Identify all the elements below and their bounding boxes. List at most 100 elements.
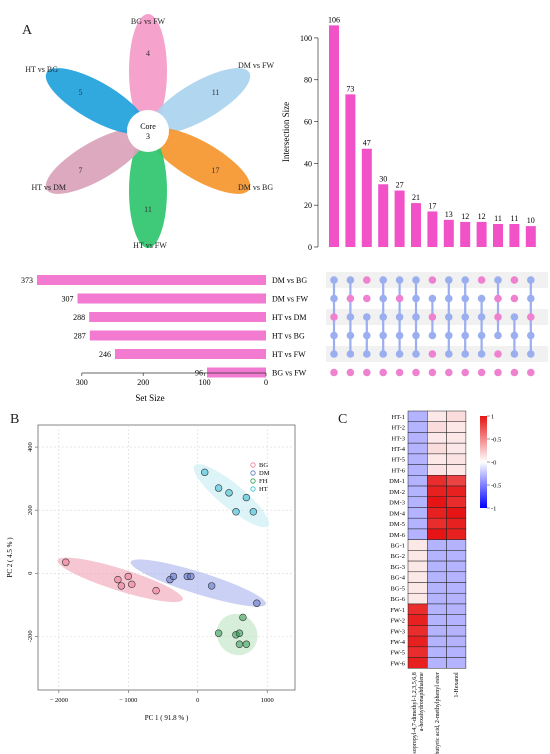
matrix-dot [461, 276, 470, 284]
matrix-dot [330, 368, 338, 377]
heatmap-cell [427, 453, 447, 465]
heatmap-cell [407, 475, 428, 487]
heatmap-cell [427, 464, 447, 476]
matrix-dot [346, 276, 355, 284]
heatmap-cell [427, 571, 447, 583]
y-axis-title: Intersection Size [281, 102, 291, 162]
data-point-fh [214, 629, 223, 637]
heatmap-cell [446, 560, 467, 573]
matrix-dot [363, 350, 371, 358]
y-tick-label: 60 [304, 118, 312, 127]
bar-value-label: 17 [428, 201, 436, 210]
legend-tick-label: -0.5 [491, 437, 501, 444]
heatmap-column-label: 1-Hexanol [454, 672, 460, 698]
y-axis-title: PC 2 ( 4.5 % ) [6, 537, 14, 578]
heatmap-cell [407, 432, 428, 444]
set-size-bar [89, 330, 266, 341]
matrix-dot [346, 294, 355, 303]
data-point-ht [249, 508, 258, 516]
heatmap-row-label: BG-1 [391, 543, 405, 550]
matrix-dot [379, 313, 388, 321]
matrix-row-band [326, 272, 548, 288]
heatmap-row-label: FW-5 [390, 650, 405, 657]
intersection-bar [460, 221, 471, 247]
intersection-bar [378, 184, 389, 247]
color-legend-bar [480, 416, 487, 508]
legend-label-ht: HT [259, 486, 268, 493]
core-circle [127, 110, 169, 152]
intersection-size-bar-chart: 0 20 40 60 80 100 Intersection Size 106 73 47 30 27… [281, 15, 536, 252]
heatmap-row-label: BG-3 [391, 564, 405, 571]
data-point-dm [169, 572, 178, 581]
matrix-dot [477, 368, 486, 377]
matrix-row-band [326, 309, 548, 325]
y-tick-label: 40 [304, 159, 312, 168]
heatmap-cell [446, 592, 467, 605]
heatmap-row-label: HT-3 [392, 435, 405, 442]
matrix-dot [477, 331, 486, 340]
matrix-dot [445, 294, 453, 303]
matrix-dot [412, 331, 420, 340]
heatmap-cell [407, 442, 428, 455]
data-point-fh [235, 640, 244, 648]
set-name-label: HT vs FW [272, 350, 306, 359]
bar-value-label: 12 [478, 212, 486, 221]
matrix-dot [379, 294, 388, 303]
heatmap-cell [446, 410, 467, 422]
matrix-dot [346, 313, 355, 321]
x-tick-label: 200 [137, 378, 149, 387]
heatmap-cell [407, 464, 428, 476]
heatmap-cell [427, 582, 447, 594]
legend-marker-dm [250, 470, 256, 476]
heatmap-cell [427, 421, 447, 433]
petal-bg-vs-fw [129, 14, 167, 128]
y-tick-label: -200 [27, 630, 34, 642]
petal-dm-vs-fw [149, 68, 251, 134]
matrix-dot [395, 294, 404, 303]
matrix-dot [412, 313, 420, 321]
flower-venn-diagram: 4 BG vs FW 11 DM vs FW 17 DM vs BG 11 HT vs FW 7… [25, 14, 274, 250]
heatmap-cell [446, 464, 467, 476]
matrix-dot [330, 294, 338, 303]
legend-label-bg: BG [259, 462, 268, 469]
heatmap-row-label: FW-3 [390, 628, 405, 635]
legend-tick-label: 1 [491, 414, 494, 421]
heatmap-cell [427, 442, 447, 455]
heatmap: HT-1 HT-2 HT-3 HT-4 HT-5 HT-6 DM-1 DM-2 DM-3 DM-4… [389, 410, 501, 754]
set-size-bar [77, 293, 266, 304]
petal-value-ht-vs-dm: 7 [78, 166, 82, 175]
y-tick-label: 0 [27, 572, 34, 575]
pca-scatter-plot: − 2000 − 1000 0 1000 -200 0 200 400 PC 1 ( 91.8 … [6, 424, 296, 722]
heatmap-cell [407, 625, 428, 637]
set-name-label: DM vs FW [272, 295, 308, 304]
matrix-dot [527, 331, 535, 340]
intersection-bar [443, 219, 454, 247]
matrix-dot [428, 276, 437, 284]
heatmap-cell [427, 528, 447, 540]
petal-ht-vs-fw [129, 134, 167, 248]
heatmap-cell [446, 582, 467, 594]
data-point-bg [124, 572, 132, 581]
heatmap-cell [446, 432, 467, 444]
set-size-bar [89, 312, 266, 322]
data-point-bg [128, 580, 136, 589]
x-axis-title: PC 1 ( 91.8 % ) [145, 714, 189, 722]
data-point-dm [187, 572, 195, 581]
x-tick-label: 1000 [261, 697, 274, 704]
bar-value-label: 11 [494, 214, 502, 223]
heatmap-cell [407, 550, 428, 562]
matrix-dot [510, 294, 519, 303]
petal-label-dm-vs-fw: DM vs FW [238, 61, 274, 70]
matrix-dot [477, 276, 486, 284]
heatmap-cell [407, 603, 428, 615]
bar-value-label: 47 [363, 139, 371, 148]
y-tick-label: 20 [304, 201, 312, 210]
x-tick-label: 0 [264, 378, 268, 387]
set-name-label: HT vs DM [272, 313, 307, 322]
heatmap-row-label: BG-2 [391, 553, 405, 560]
core-label: Core [140, 122, 156, 131]
heatmap-row-label: BG-4 [391, 575, 406, 582]
heatmap-cell [446, 550, 467, 562]
matrix-dot [346, 368, 355, 377]
